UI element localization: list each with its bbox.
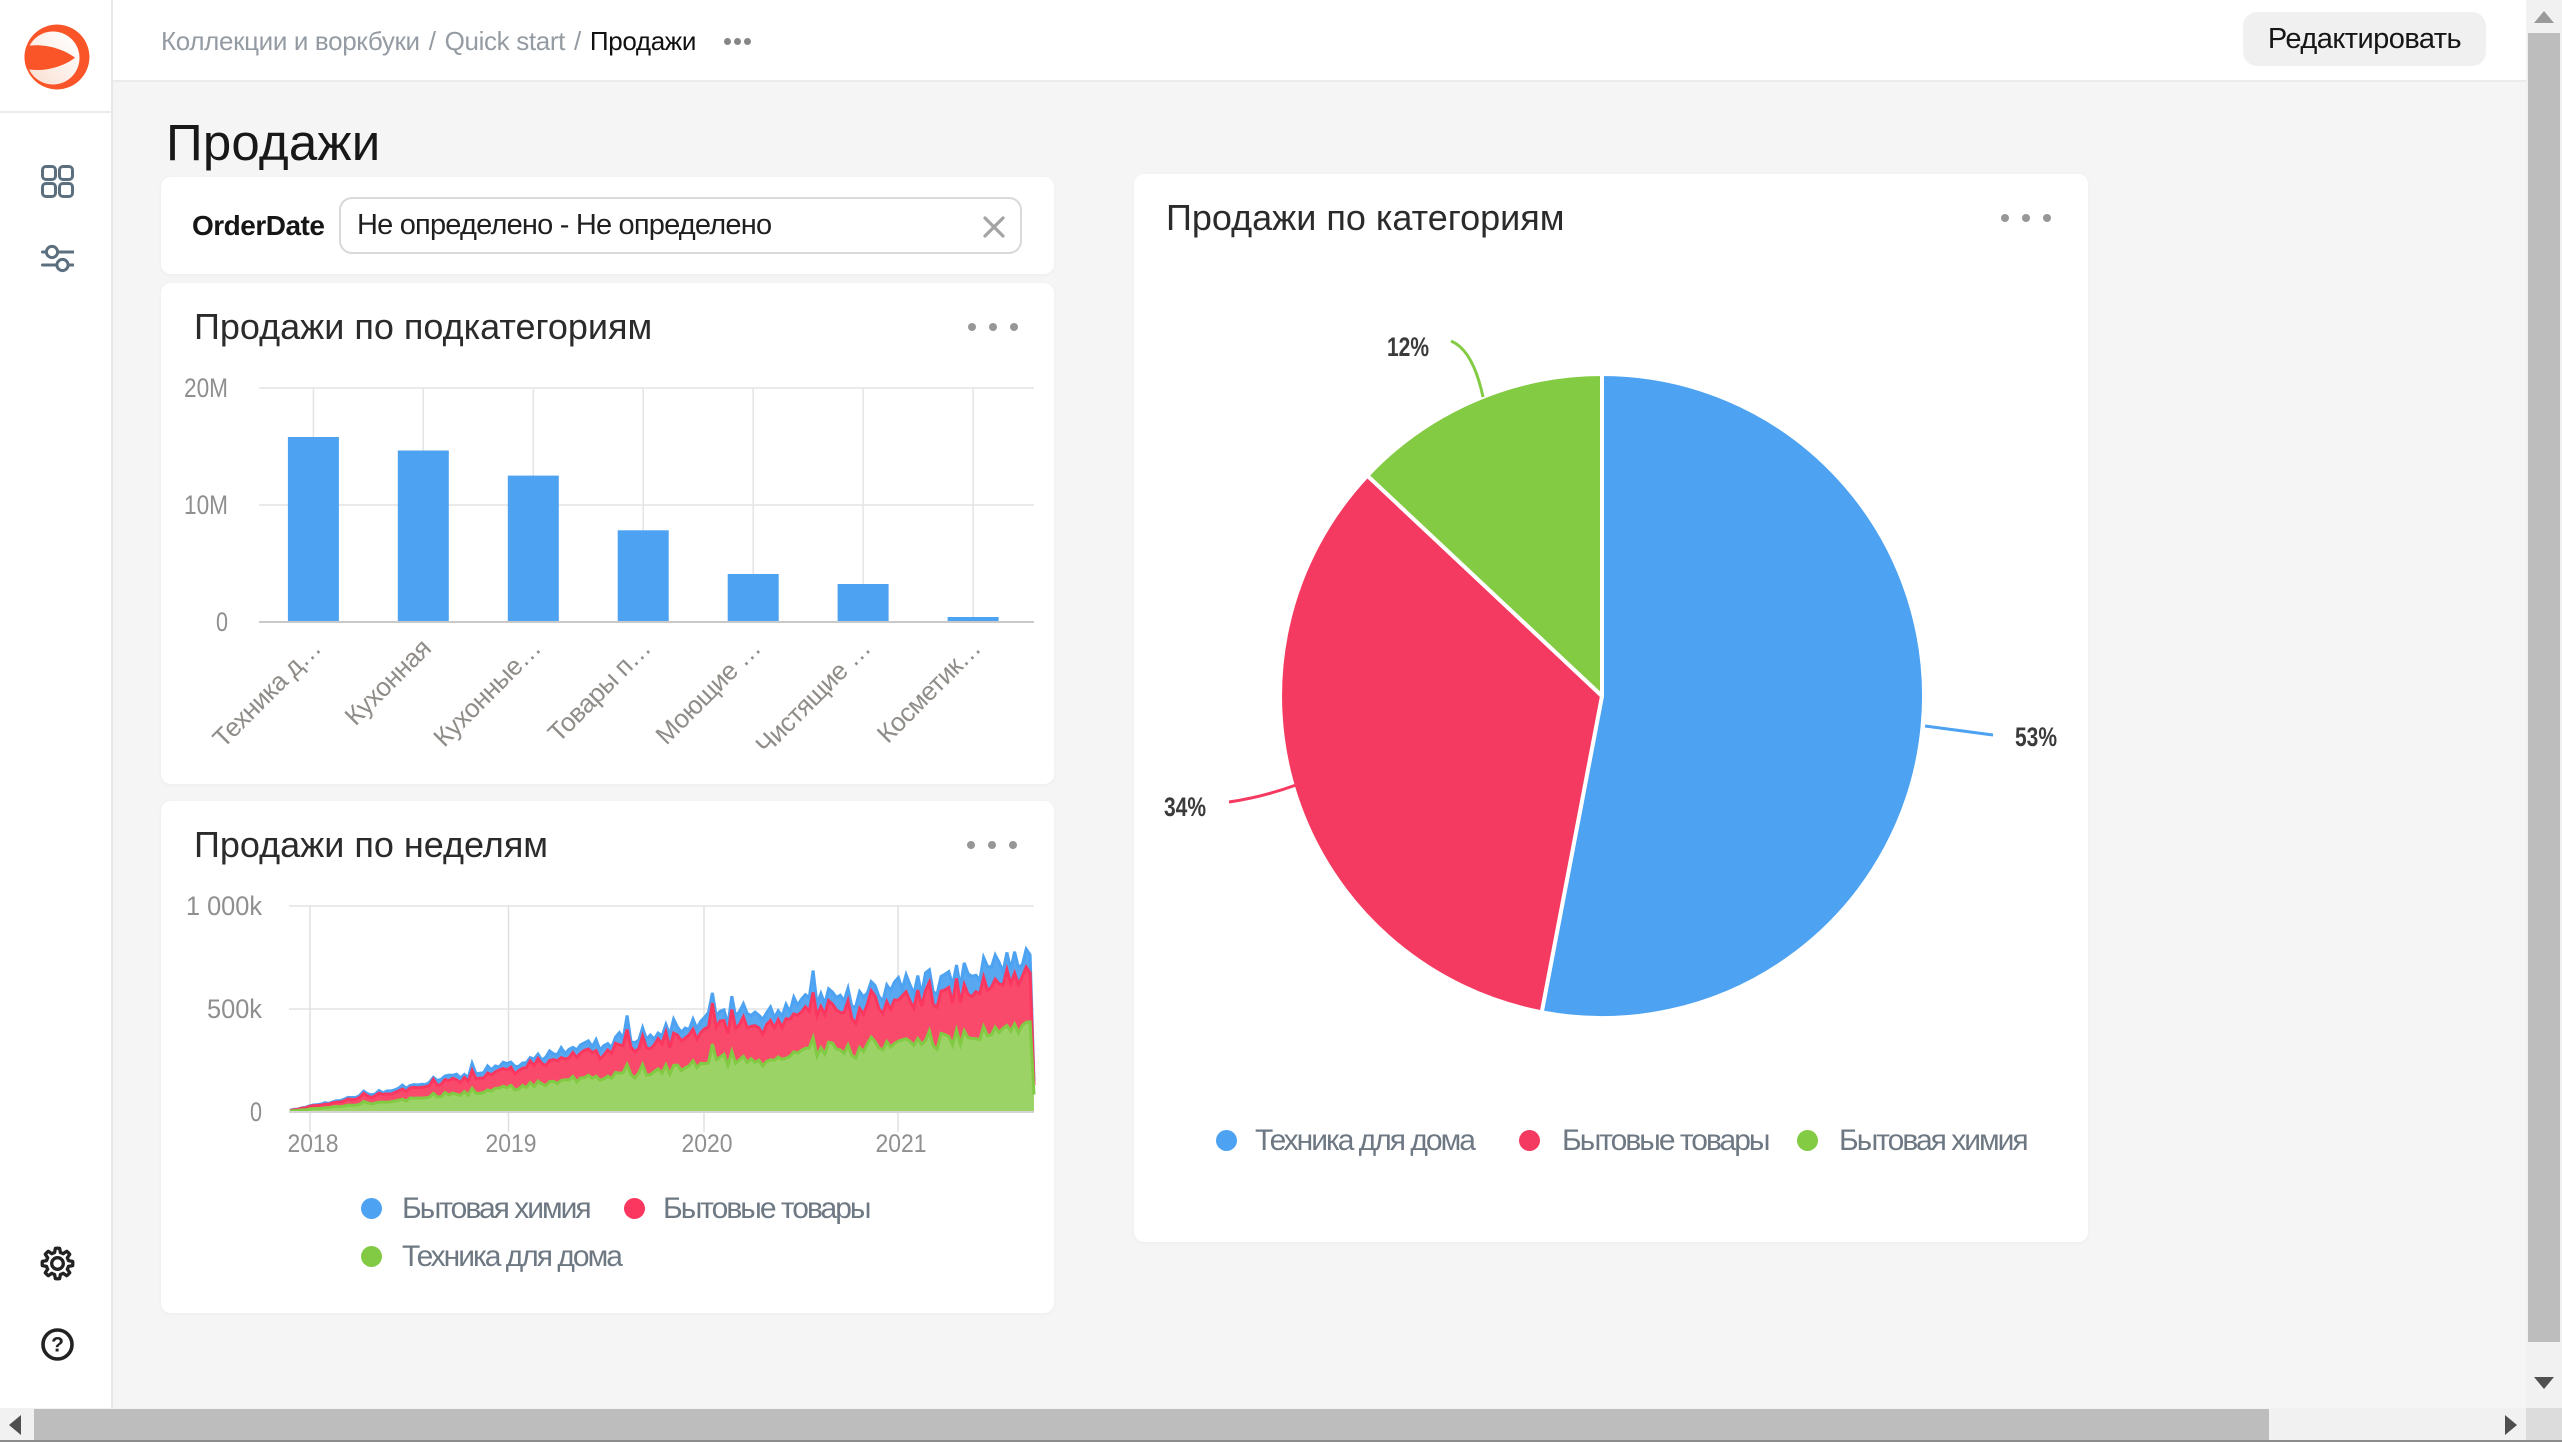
svg-text:Кухонная: Кухонная bbox=[339, 633, 437, 731]
svg-text:0: 0 bbox=[216, 607, 228, 637]
svg-text:Моющие …: Моющие … bbox=[649, 633, 766, 750]
svg-text:0: 0 bbox=[250, 1097, 262, 1127]
svg-text:34%: 34% bbox=[1164, 792, 1206, 822]
svg-text:1 000k: 1 000k bbox=[186, 891, 262, 921]
svg-text:Товары п…: Товары п… bbox=[542, 633, 657, 748]
svg-text:2021: 2021 bbox=[876, 1130, 927, 1158]
svg-text:Техника д…: Техника д… bbox=[206, 633, 326, 753]
svg-text:Косметик…: Косметик… bbox=[871, 633, 987, 749]
svg-text:20M: 20M bbox=[184, 373, 228, 403]
svg-text:Чистящие …: Чистящие … bbox=[749, 633, 876, 760]
svg-text:Кухонные…: Кухонные… bbox=[427, 633, 546, 752]
svg-text:10M: 10M bbox=[184, 490, 228, 520]
svg-text:2019: 2019 bbox=[486, 1130, 537, 1158]
svg-text:?: ? bbox=[51, 1334, 64, 1357]
svg-text:2020: 2020 bbox=[682, 1130, 733, 1158]
svg-text:500k: 500k bbox=[207, 994, 262, 1024]
svg-text:12%: 12% bbox=[1387, 332, 1429, 362]
svg-text:2018: 2018 bbox=[288, 1130, 339, 1158]
svg-text:53%: 53% bbox=[2015, 722, 2057, 752]
